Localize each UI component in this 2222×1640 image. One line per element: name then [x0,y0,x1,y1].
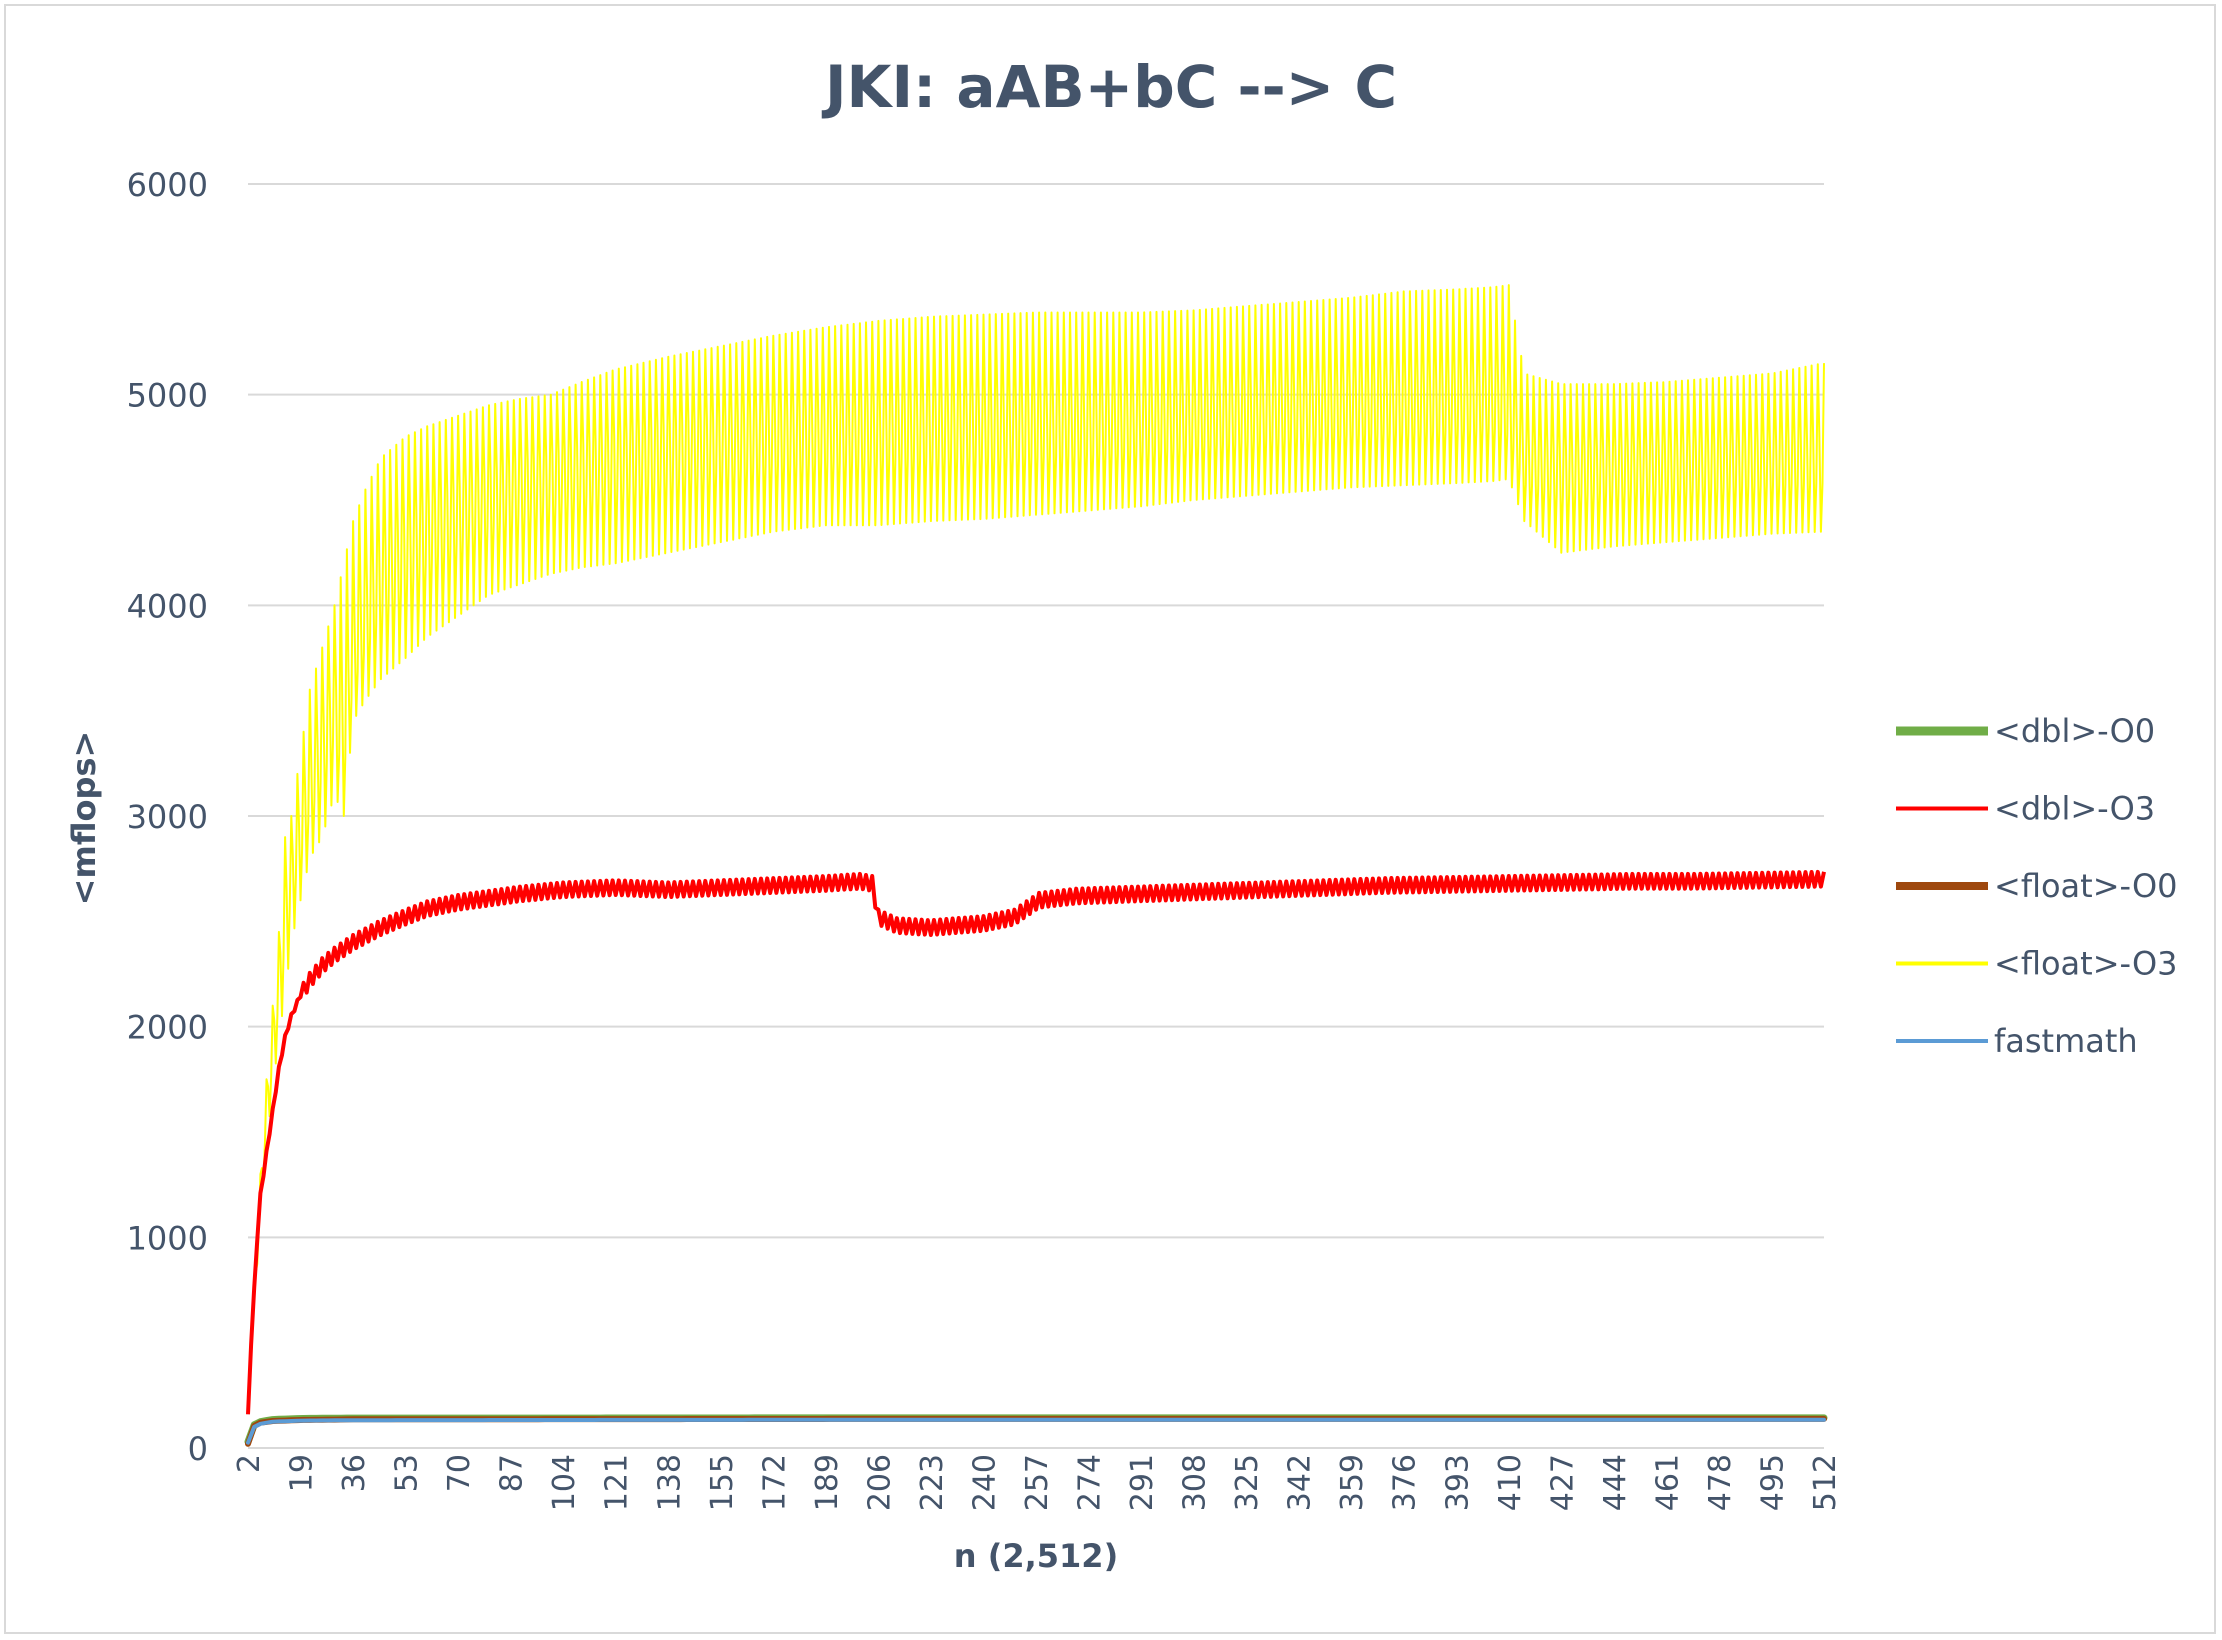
x-tick-label: 308 [1178,1454,1213,1511]
x-tick-label: 70 [442,1454,477,1492]
y-tick-label: 2000 [127,1009,208,1047]
series-float-o3-line [247,284,1825,1406]
x-tick-label: 155 [705,1454,740,1511]
x-tick-label: 36 [337,1454,372,1492]
x-tick-label: 512 [1808,1454,1843,1511]
x-tick-label: 87 [495,1454,530,1492]
x-tick-label: 393 [1440,1454,1475,1511]
series-float-o0-line [245,1415,1827,1447]
y-tick-label: 4000 [127,587,208,625]
y-tick-label: 0 [188,1430,208,1468]
x-tick-label: 121 [600,1454,635,1511]
x-tick-label: 478 [1703,1454,1738,1511]
legend-label-float-o0: <float>-O0 [1994,867,2178,905]
x-tick-label: 2 [232,1454,267,1473]
y-axis-label: <mflops> [65,731,103,906]
x-tick-label: 427 [1545,1454,1580,1511]
legend-label-dbl-o0: <dbl>-O0 [1994,712,2155,750]
y-tick-labels: 0 1000 2000 3000 4000 5000 6000 [127,166,208,1468]
y-tick-label: 3000 [127,798,208,836]
series-fastmath-line [246,1417,1826,1445]
chart-title: JKI: aAB+bC --> C [821,53,1397,121]
legend-label-float-o3: <float>-O3 [1994,945,2178,983]
x-tick-label: 342 [1283,1454,1318,1511]
x-tick-label: 189 [810,1454,845,1511]
legend-label-fastmath: fastmath [1994,1022,2138,1060]
x-tick-label: 376 [1388,1454,1423,1511]
x-tick-label: 461 [1650,1454,1685,1511]
series-layer [244,284,1828,1447]
gridlines [248,183,1824,1449]
x-tick-label: 495 [1755,1454,1790,1511]
y-tick-label: 5000 [127,377,208,415]
chart-frame [4,4,2216,1634]
y-tick-label: 1000 [127,1219,208,1257]
y-tick-label: 6000 [127,166,208,204]
x-tick-label: 291 [1125,1454,1160,1511]
x-tick-labels: 2 19 36 53 70 87 104 121 138 155 172 189 206 223 240 25… [232,1454,1843,1511]
x-tick-label: 53 [390,1454,425,1492]
x-tick-label: 410 [1493,1454,1528,1511]
x-tick-label: 138 [652,1454,687,1511]
x-tick-label: 257 [1020,1454,1055,1511]
x-tick-label: 104 [547,1454,582,1511]
x-tick-label: 240 [967,1454,1002,1511]
x-tick-label: 444 [1598,1454,1633,1511]
x-tick-label: 223 [915,1454,950,1511]
x-tick-label: 19 [285,1454,320,1492]
x-tick-label: 359 [1335,1454,1370,1511]
x-tick-label: 274 [1073,1454,1108,1511]
series-dbl-o3-line [246,869,1826,1415]
legend: <dbl>-O0 <dbl>-O3 <float>-O0 <float>-O3 fast… [1896,712,2178,1060]
x-axis-label: n (2,512) [954,1537,1118,1575]
legend-label-dbl-o3: <dbl>-O3 [1994,790,2155,828]
x-tick-label: 325 [1230,1454,1265,1511]
x-tick-label: 206 [862,1454,897,1511]
x-tick-label: 172 [757,1454,792,1511]
